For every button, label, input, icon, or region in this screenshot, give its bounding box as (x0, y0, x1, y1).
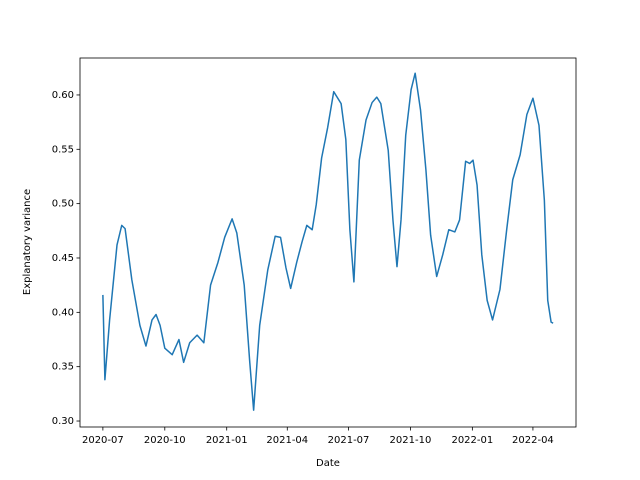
y-tick-label: 0.60 (52, 90, 74, 101)
y-tick-label: 0.40 (52, 307, 74, 318)
y-tick-label: 0.50 (52, 199, 74, 210)
x-tick-label: 2020-10 (144, 435, 186, 446)
x-tick-label: 2021-01 (206, 435, 248, 446)
y-axis-label: Explanatory variance (22, 189, 33, 295)
x-axis-label: Date (316, 458, 340, 469)
y-tick-label: 0.35 (52, 362, 74, 373)
x-tick-label: 2021-07 (328, 435, 370, 446)
x-tick-label: 2021-04 (266, 435, 308, 446)
y-tick-label: 0.45 (52, 253, 74, 264)
y-tick-label: 0.55 (52, 144, 74, 155)
x-tick-label: 2022-04 (512, 435, 554, 446)
data-line (102, 72, 554, 411)
plot-frame (79, 57, 577, 428)
y-tick-label: 0.30 (52, 416, 74, 427)
x-tick-label: 2020-07 (82, 435, 124, 446)
x-tick-label: 2022-01 (451, 435, 493, 446)
x-tick-label: 2021-10 (390, 435, 432, 446)
